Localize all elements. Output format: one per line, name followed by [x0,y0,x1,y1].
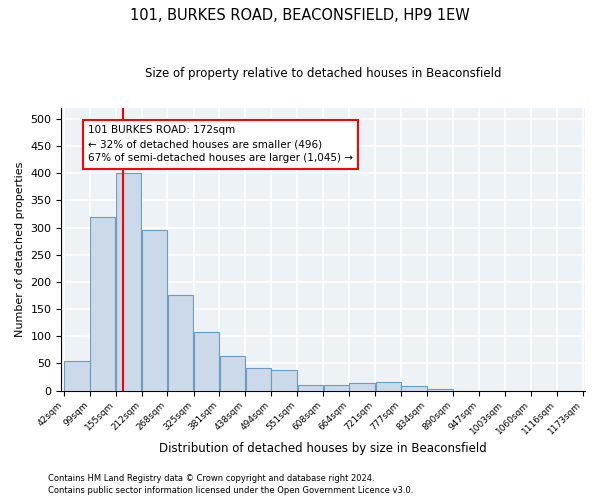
Title: Size of property relative to detached houses in Beaconsfield: Size of property relative to detached ho… [145,68,502,80]
Bar [220,356,245,390]
Bar [298,384,323,390]
Bar [116,174,142,390]
Bar [167,296,193,390]
Text: 101 BURKES ROAD: 172sqm
← 32% of detached houses are smaller (496)
67% of semi-d: 101 BURKES ROAD: 172sqm ← 32% of detache… [88,126,353,164]
Bar [271,370,297,390]
Text: Contains HM Land Registry data © Crown copyright and database right 2024.
Contai: Contains HM Land Registry data © Crown c… [48,474,413,495]
Bar [90,216,115,390]
X-axis label: Distribution of detached houses by size in Beaconsfield: Distribution of detached houses by size … [160,442,487,455]
Bar [194,332,219,390]
Bar [349,383,375,390]
Bar [323,385,349,390]
Y-axis label: Number of detached properties: Number of detached properties [15,162,25,337]
Bar [64,360,89,390]
Bar [245,368,271,390]
Text: 101, BURKES ROAD, BEACONSFIELD, HP9 1EW: 101, BURKES ROAD, BEACONSFIELD, HP9 1EW [130,8,470,22]
Bar [401,386,427,390]
Bar [142,230,167,390]
Bar [376,382,401,390]
